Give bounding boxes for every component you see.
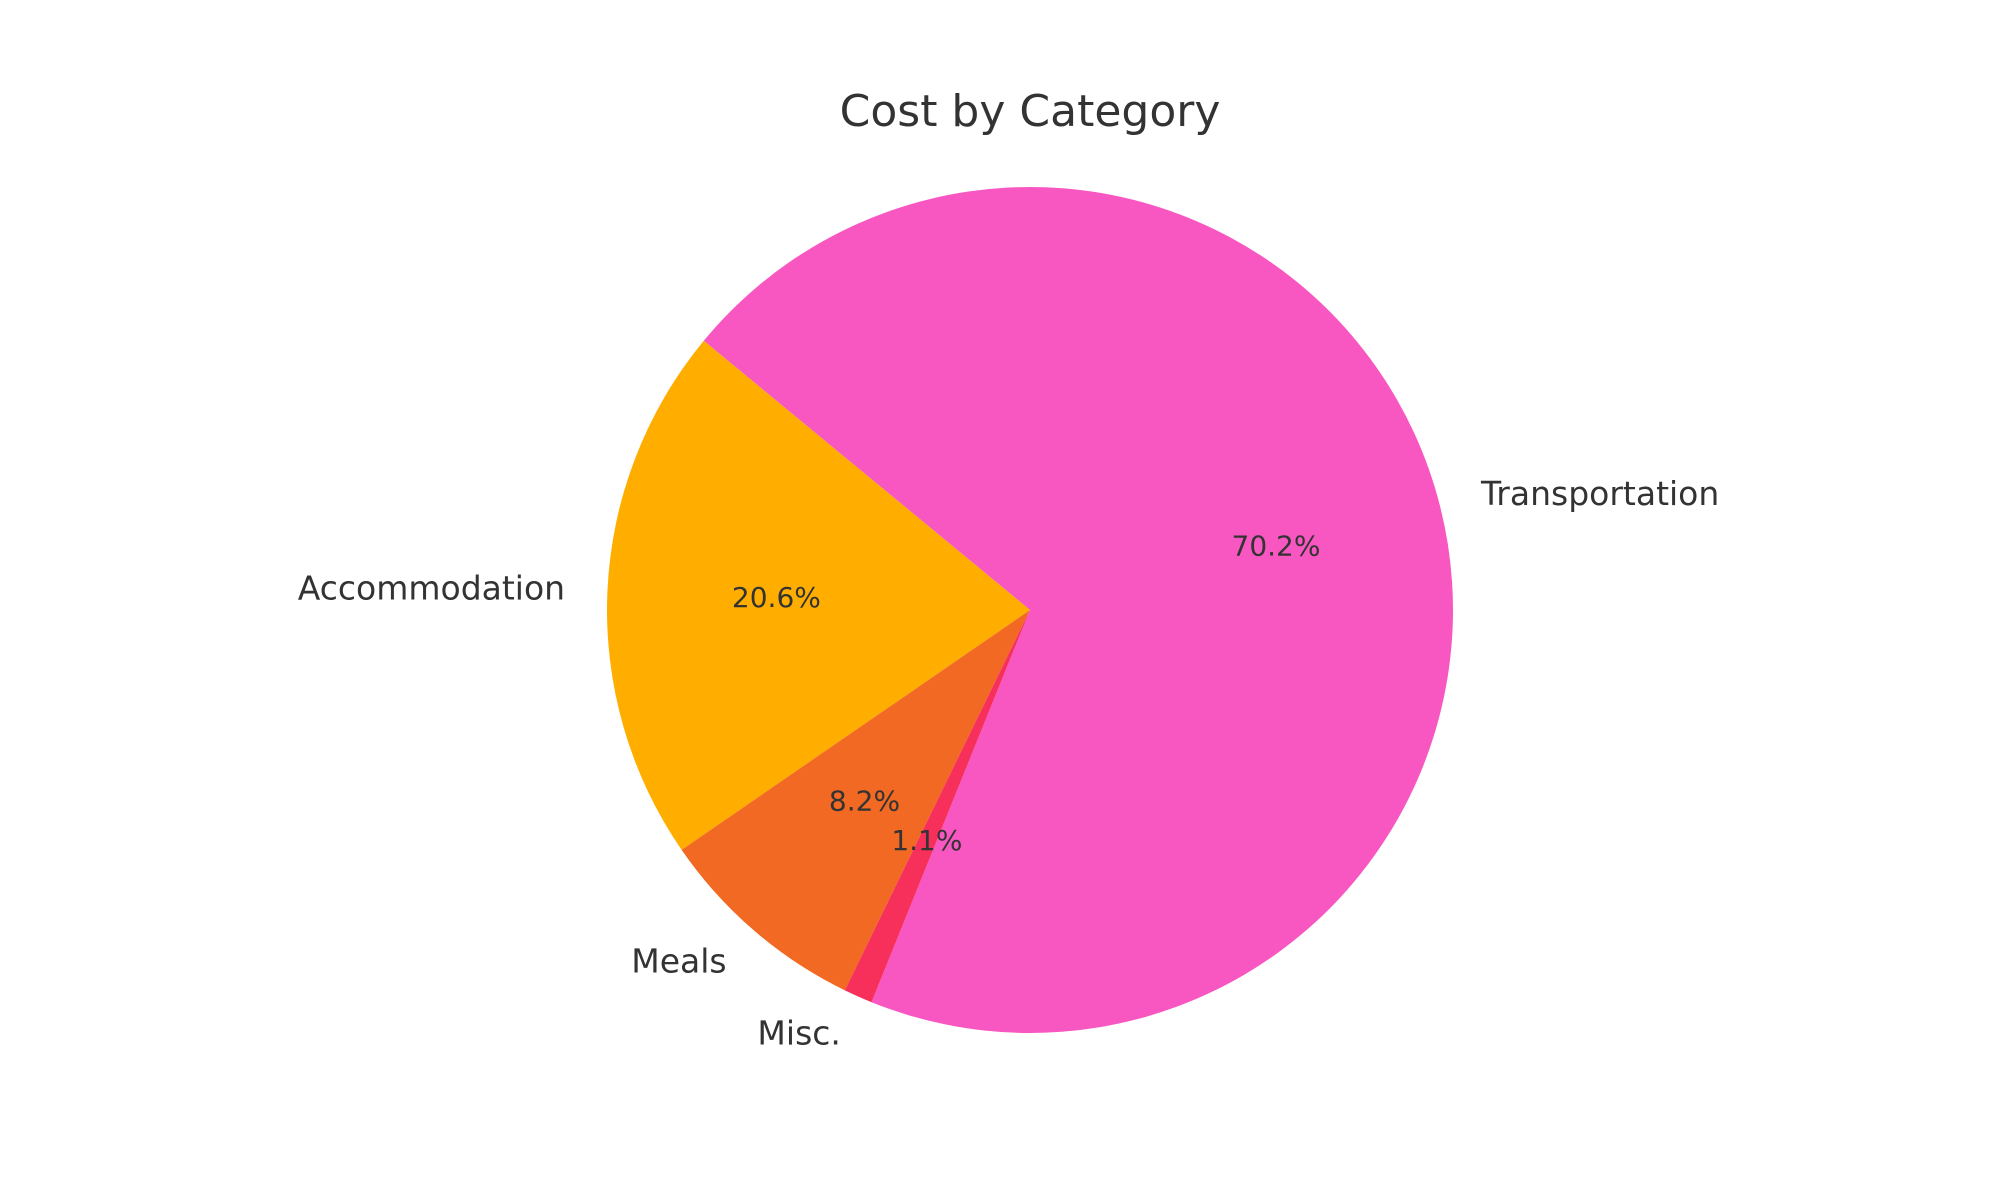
slice-category-label: Transportation <box>1480 474 1719 513</box>
slice-percent-label: 1.1% <box>891 824 962 857</box>
chart-title: Cost by Category <box>840 86 1221 137</box>
slice-percent-label: 8.2% <box>829 784 900 817</box>
slice-percent-label: 70.2% <box>1232 530 1321 563</box>
slice-percent-label: 20.6% <box>732 581 821 614</box>
slice-category-label: Accommodation <box>298 568 565 607</box>
slice-category-label: Misc. <box>757 1014 840 1053</box>
slice-category-label: Meals <box>631 941 726 980</box>
